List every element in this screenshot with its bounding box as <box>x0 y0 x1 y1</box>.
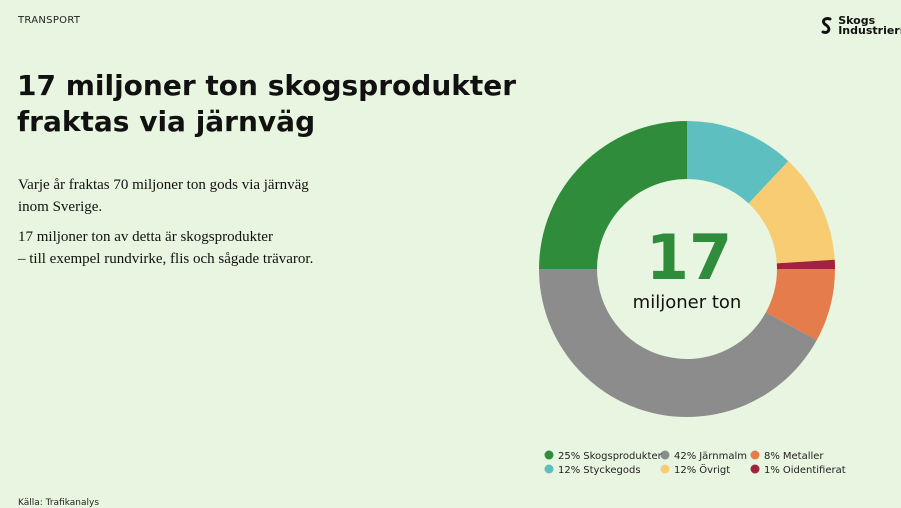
logo-icon <box>821 17 832 34</box>
legend-item: 25% Skogsprodukter <box>544 450 663 462</box>
logo-line: Industrierna <box>838 24 901 37</box>
legend-text: 12% Styckegods <box>558 465 641 476</box>
center-label: miljoner ton <box>633 292 742 313</box>
legend-text: 25% Skogsprodukter <box>558 451 663 462</box>
logo-line: Skogs <box>838 14 876 27</box>
legend-item: 12% Övrigt <box>660 463 730 476</box>
donut-segment <box>765 269 835 341</box>
legend-text: 12% Övrigt <box>674 463 730 476</box>
paragraph-line: – till exempel rundvirke, flis och sågad… <box>18 251 314 267</box>
legend-swatch <box>750 464 760 474</box>
donut-segment <box>687 121 789 204</box>
title-line: fraktas via järnväg <box>17 105 316 138</box>
logo: Skogs Industrierna <box>819 14 901 37</box>
legend-swatch <box>660 464 670 474</box>
paragraph-line: 17 miljoner ton av detta är skogsprodukt… <box>18 229 273 245</box>
legend-text: 8% Metaller <box>764 451 824 462</box>
section-label: TRANSPORT <box>18 15 81 26</box>
donut-segment <box>776 259 835 269</box>
source: Källa: Trafikanalys <box>18 498 100 508</box>
legend-item: 8% Metaller <box>750 450 824 462</box>
paragraph-line: inom Sverige. <box>18 199 103 215</box>
paragraph: Varje år fraktas 70 miljoner ton gods vi… <box>18 174 309 218</box>
donut-segment <box>539 269 817 417</box>
paragraph: 17 miljoner ton av detta är skogsprodukt… <box>18 226 313 270</box>
title-line: 17 miljoner ton skogsprodukter <box>17 69 517 102</box>
legend-swatch <box>750 450 760 460</box>
legend-value: 12% <box>674 465 696 476</box>
legend-value: 12% <box>558 465 580 476</box>
legend-label: Skogsprodukter <box>583 451 662 462</box>
legend-item: 42% Järnmalm <box>660 450 747 462</box>
logo-text: Skogs Industrierna <box>838 14 901 37</box>
legend-label: Metaller <box>783 451 825 462</box>
legend-swatch <box>544 464 554 474</box>
legend-swatch <box>660 450 670 460</box>
paragraph-line: Varje år fraktas 70 miljoner ton gods vi… <box>18 177 309 193</box>
legend-label: Oidentifierat <box>783 465 846 476</box>
legend-label: Övrigt <box>699 463 730 476</box>
legend-value: 8% <box>764 451 780 462</box>
legend-label: Järnmalm <box>698 451 747 462</box>
legend-label: Styckegods <box>583 465 640 476</box>
donut-segment <box>539 121 687 269</box>
legend-text: 42% Järnmalm <box>674 451 747 462</box>
legend-value: 42% <box>674 451 696 462</box>
donut-segment <box>748 161 835 264</box>
legend-swatch <box>544 450 554 460</box>
center-value: 17 <box>646 221 732 294</box>
title: 17 miljoner ton skogsprodukter fraktas v… <box>17 68 516 140</box>
legend-item: 1% Oidentifierat <box>750 464 846 476</box>
legend-value: 1% <box>764 465 780 476</box>
legend-item: 12% Styckegods <box>544 464 641 476</box>
legend-text: 1% Oidentifierat <box>764 465 846 476</box>
legend-value: 25% <box>558 451 580 462</box>
